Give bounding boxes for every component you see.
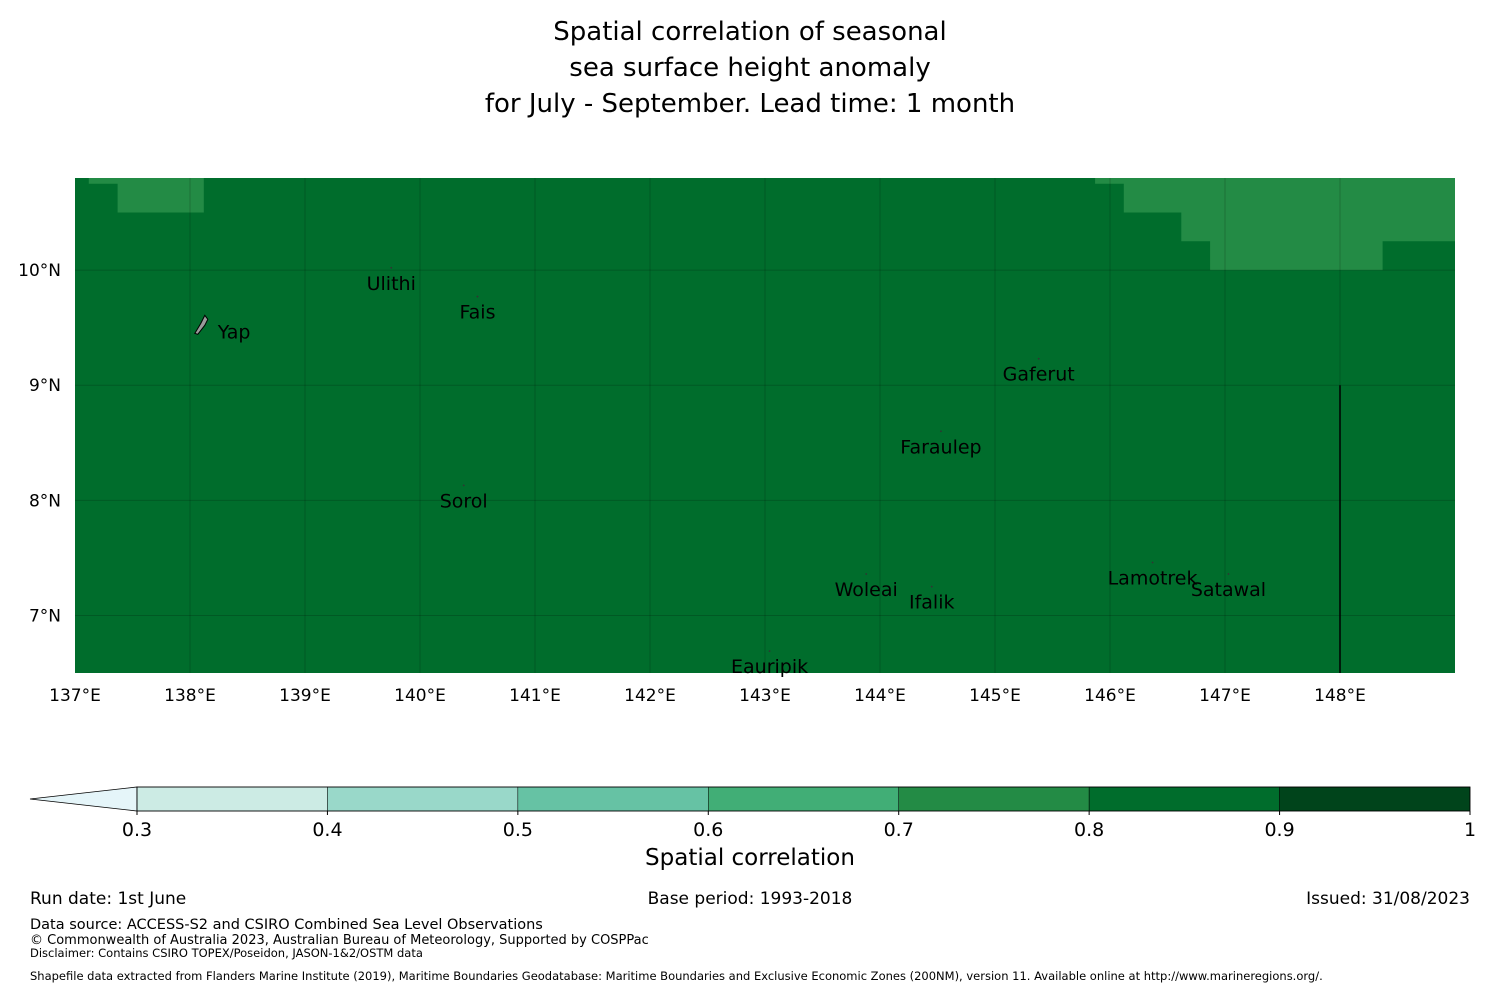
lat-tick-label-10: 10°N <box>18 261 61 281</box>
colorbar-band-0-8-0-9 <box>1088 786 1280 812</box>
island-yap <box>194 314 209 335</box>
lat-tick-label-9: 9°N <box>29 376 61 396</box>
title-line-2: sea surface height anomaly <box>569 53 931 83</box>
colorbar-tick-label-0-6: 0.6 <box>693 819 723 841</box>
lon-tick-label-139: 139°E <box>279 686 331 706</box>
colorbar-tick-label-0-9: 0.9 <box>1264 819 1294 841</box>
island-marker-sorol <box>462 484 465 487</box>
place-label-yap: Yap <box>217 321 251 343</box>
colorbar-label: Spatial correlation <box>645 845 855 871</box>
place-label-sorol: Sorol <box>440 490 488 512</box>
place-label-fais: Fais <box>459 302 495 324</box>
lat-tick-label-7: 7°N <box>29 606 61 626</box>
correlation-region-1 <box>88 178 204 213</box>
colorbar-band-0-5-0-6 <box>517 786 709 812</box>
island-marker-lamotrek <box>1151 561 1154 564</box>
lon-tick-label-143: 143°E <box>739 686 791 706</box>
colorbar-band-0-7-0-8 <box>898 786 1090 812</box>
colorbar-tick-label-0-4: 0.4 <box>312 819 342 841</box>
lon-tick-label-145: 145°E <box>969 686 1021 706</box>
lon-tick-label-146: 146°E <box>1084 686 1136 706</box>
lon-tick-label-140: 140°E <box>394 686 446 706</box>
lon-tick-label-144: 144°E <box>854 686 906 706</box>
island-marker-ulithi <box>390 266 393 269</box>
island-marker-satawal <box>1227 573 1230 575</box>
island-marker-woleai <box>865 573 868 575</box>
run-date: Run date: 1st June <box>30 889 187 909</box>
place-label-gaferut: Gaferut <box>1003 364 1075 386</box>
colorbar-band-0-4-0-5 <box>327 786 519 812</box>
lon-tick-label-142: 142°E <box>624 686 676 706</box>
place-label-woleai: Woleai <box>835 579 898 601</box>
island-marker-fais <box>476 295 479 298</box>
colorbar-band-0-6-0-7 <box>708 786 899 812</box>
colorbar-tick-label-0-3: 0.3 <box>122 819 152 841</box>
island-marker-ifalik <box>930 585 933 588</box>
place-label-ifalik: Ifalik <box>909 592 955 614</box>
colorbar-band-0-9-1 <box>1279 786 1471 812</box>
colorbar-tick-label-0-8: 0.8 <box>1074 819 1104 841</box>
data-source: Data source: ACCESS-S2 and CSIRO Combine… <box>30 917 543 933</box>
title-line-1: Spatial correlation of seasonal <box>553 17 947 47</box>
place-label-faraulep: Faraulep <box>900 436 981 458</box>
island-marker-faraulep <box>940 430 942 433</box>
shapefile-credit: Shapefile data extracted from Flanders M… <box>30 969 1323 983</box>
lon-tick-label-138: 138°E <box>164 686 216 706</box>
colorbar-tick-label-0-7: 0.7 <box>884 819 914 841</box>
colorbar: 0.3 0.4 0.5 0.6 0.7 0.8 0.9 1 <box>29 786 1476 841</box>
correlation-region-2 <box>1095 178 1455 271</box>
place-label-lamotrek: Lamotrek <box>1108 567 1198 589</box>
chart-title: Spatial correlation of seasonal sea surf… <box>300 14 1200 122</box>
colorbar-extend-arrow <box>29 786 138 812</box>
issued-date: Issued: 31/08/2023 <box>1306 889 1470 909</box>
place-label-ulithi: Ulithi <box>367 273 416 295</box>
place-label-satawal: Satawal <box>1191 579 1266 601</box>
lat-tick-label-8: 8°N <box>29 491 61 511</box>
colorbar-tick-label-1: 1 <box>1464 819 1476 841</box>
lon-tick-label-141: 141°E <box>509 686 561 706</box>
colorbar-outline <box>136 786 1471 812</box>
colorbar-band-0-3-0-4 <box>136 786 328 812</box>
place-label-eauripik: Eauripik <box>731 656 808 678</box>
island-marker-gaferut <box>1037 357 1040 360</box>
disclaimer: Disclaimer: Contains CSIRO TOPEX/Poseido… <box>30 946 423 960</box>
lon-tick-label-147: 147°E <box>1199 686 1251 706</box>
copyright-notice: © Commonwealth of Australia 2023, Austra… <box>30 933 649 948</box>
title-line-3: for July - September. Lead time: 1 month <box>484 89 1016 119</box>
lon-tick-label-148: 148°E <box>1314 686 1366 706</box>
map-panel: 137°E 138°E 139°E 140°E 141°E 142°E 143°E 144°E… <box>18 178 1455 706</box>
island-marker-eauripik <box>768 650 771 653</box>
colorbar-tick-label-0-5: 0.5 <box>503 819 533 841</box>
base-period: Base period: 1993-2018 <box>647 889 853 909</box>
lon-tick-label-137: 137°E <box>49 686 101 706</box>
